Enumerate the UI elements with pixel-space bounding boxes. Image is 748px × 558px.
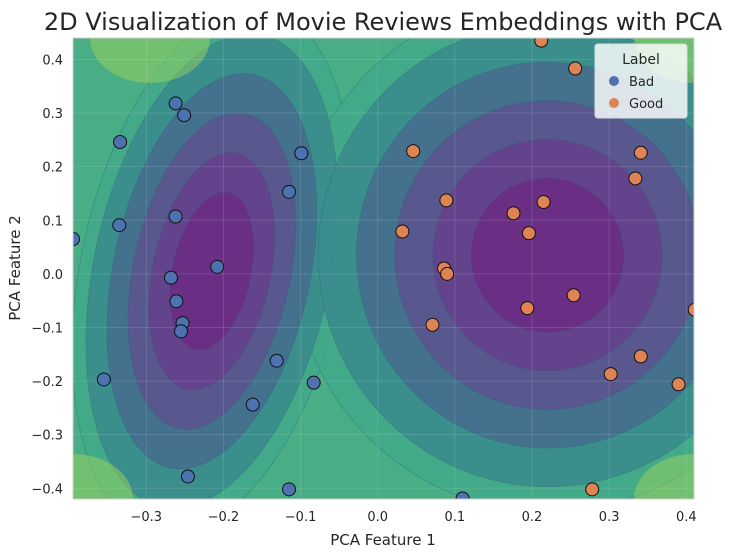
data-point-bad <box>168 96 183 111</box>
chart-title: 2D Visualization of Movie Reviews Embedd… <box>44 8 723 36</box>
y-tick-label: 0.1 <box>42 214 63 229</box>
data-point-good <box>439 193 454 208</box>
legend-marker-good <box>609 98 619 108</box>
data-point-bad <box>210 259 225 274</box>
data-point-bad <box>73 232 80 247</box>
data-point-bad <box>169 294 184 309</box>
data-point-bad <box>168 209 183 224</box>
legend-label-bad: Bad <box>629 75 654 90</box>
data-point-bad <box>96 372 111 387</box>
data-point-bad <box>180 469 195 484</box>
plot-area <box>72 37 695 500</box>
data-point-bad <box>174 324 188 339</box>
data-point-good <box>566 288 581 303</box>
data-point-good <box>628 171 643 186</box>
data-point-good <box>521 226 536 241</box>
x-tick-labels: −0.3 −0.2 −0.1 0.0 0.1 0.2 0.3 0.4 <box>130 510 696 525</box>
data-point-good <box>406 144 421 159</box>
x-tick-label: 0.0 <box>367 510 388 525</box>
data-point-good <box>425 317 440 332</box>
data-point-good <box>687 302 694 317</box>
data-point-good <box>534 38 549 48</box>
plot-frame <box>72 37 695 500</box>
y-tick-label: 0.3 <box>42 107 63 122</box>
data-point-bad <box>177 108 192 123</box>
x-tick-label: −0.2 <box>208 510 240 525</box>
data-point-good <box>520 301 535 316</box>
data-point-good <box>395 224 410 239</box>
data-point-good <box>633 145 648 160</box>
data-point-bad <box>269 353 284 368</box>
x-tick-label: 0.1 <box>445 510 466 525</box>
data-point-bad <box>112 218 127 233</box>
y-tick-label: 0.4 <box>42 53 63 68</box>
data-point-good <box>506 206 521 221</box>
data-point-bad <box>245 397 260 412</box>
y-tick-label: −0.4 <box>31 482 63 497</box>
data-point-bad <box>294 146 309 161</box>
y-tick-label: 0.2 <box>42 161 63 176</box>
data-point-good <box>633 349 648 364</box>
x-axis-label: PCA Feature 1 <box>330 531 436 549</box>
data-point-good <box>671 377 686 392</box>
contour-corner-2 <box>90 38 211 83</box>
x-tick-label: 0.4 <box>676 510 697 525</box>
data-points <box>73 38 694 499</box>
data-point-bad <box>282 482 296 497</box>
data-point-bad <box>113 134 128 149</box>
legend-label-good: Good <box>629 97 663 112</box>
x-tick-label: −0.1 <box>285 510 317 525</box>
data-point-good <box>536 195 551 210</box>
data-point-good <box>568 61 583 76</box>
y-tick-label: 0.0 <box>42 268 63 283</box>
y-tick-label: −0.1 <box>31 321 63 336</box>
y-axis-label: PCA Feature 2 <box>6 215 24 321</box>
legend: Label Bad Good <box>594 43 688 119</box>
data-point-bad <box>455 491 470 499</box>
x-tick-label: 0.3 <box>599 510 620 525</box>
data-point-good <box>585 482 600 497</box>
data-point-bad <box>306 375 321 390</box>
contour-corner-3 <box>634 454 694 499</box>
legend-box <box>594 43 688 119</box>
y-tick-labels: −0.4 −0.3 −0.2 −0.1 0.0 0.1 0.2 0.3 0.4 <box>31 53 63 497</box>
data-point-bad <box>282 184 296 199</box>
y-tick-label: −0.2 <box>31 375 63 390</box>
data-point-good <box>440 266 455 281</box>
x-tick-label: 0.2 <box>522 510 543 525</box>
legend-title: Label <box>622 52 660 68</box>
contour-corner-0 <box>73 454 133 499</box>
legend-marker-bad <box>609 76 619 86</box>
x-tick-label: −0.3 <box>130 510 162 525</box>
data-point-good <box>603 367 618 382</box>
data-point-bad <box>163 270 178 285</box>
y-tick-label: −0.3 <box>31 429 63 444</box>
